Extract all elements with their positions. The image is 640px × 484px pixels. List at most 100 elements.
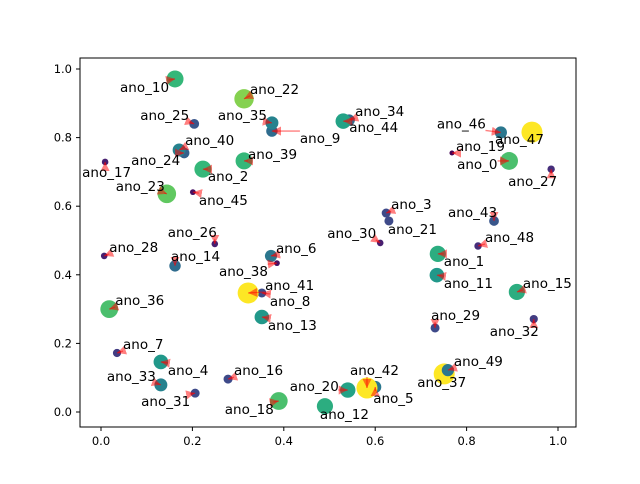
annotation-label: ano_14 — [171, 249, 220, 265]
annotation-label: ano_31 — [141, 394, 190, 410]
x-axis: 0.0 0.2 0.4 0.6 0.8 1.0 — [92, 427, 567, 448]
annotation-arrow — [270, 249, 281, 259]
scatter-point — [316, 398, 334, 415]
annotation-label: ano_47 — [495, 132, 544, 148]
annotation-label: ano_15 — [523, 276, 572, 292]
annotation-arrow — [477, 239, 489, 248]
annotation-arrow — [116, 345, 128, 355]
plot-frame — [79, 57, 577, 428]
x-tick-label: 0.0 — [92, 434, 110, 448]
scatter-point — [521, 121, 543, 143]
scatter-point — [384, 216, 394, 226]
annotation-label: ano_25 — [140, 108, 189, 124]
annotation-arrow — [516, 284, 527, 294]
annotation-label: ano_49 — [454, 354, 503, 370]
annotation-arrow — [436, 271, 447, 281]
annotation-arrow — [165, 75, 176, 85]
annotation-arrow — [150, 377, 162, 387]
y-tick-label: 0.2 — [54, 336, 72, 350]
annotation-label: ano_38 — [219, 264, 268, 280]
annotation-label: ano_6 — [276, 241, 316, 257]
annotation-label: ano_24 — [131, 153, 180, 169]
annotation-label: ano_37 — [417, 375, 466, 391]
annotation-arrow — [156, 186, 168, 195]
annotations-layer: ano_0 ano_1 ano_2 ano_3 ano_4 ano_5 ano_6 ano_7… — [82, 75, 572, 423]
annotation-label: ano_41 — [265, 278, 314, 294]
annotation-label: ano_27 — [508, 174, 557, 190]
annotation-label: ano_0 — [457, 157, 497, 173]
annotation-label: ano_46 — [437, 116, 486, 132]
annotation-label: ano_19 — [456, 139, 505, 155]
y-tick-label: 1.0 — [54, 62, 72, 76]
annotation-arrow — [109, 301, 120, 311]
x-tick-label: 0.2 — [183, 434, 201, 448]
annotation-label: ano_39 — [248, 147, 297, 163]
annotation-arrow — [185, 390, 196, 400]
scatter-point — [100, 252, 108, 260]
x-tick-label: 1.0 — [549, 434, 567, 448]
annotation-label: ano_21 — [388, 222, 437, 238]
annotation-label: ano_28 — [109, 240, 158, 256]
annotation-label: ano_5 — [373, 391, 413, 407]
annotation-label: ano_40 — [185, 133, 234, 149]
annotation-label: ano_44 — [349, 120, 398, 136]
annotation-arrow — [261, 313, 272, 323]
y-tick-label: 0.0 — [54, 405, 72, 419]
annotation-label: ano_36 — [115, 293, 164, 309]
annotation-arrow — [261, 289, 272, 299]
annotation-label: ano_33 — [107, 369, 156, 385]
annotation-arrow — [160, 358, 171, 368]
annotation-arrow — [262, 116, 273, 126]
annotation-label: ano_17 — [82, 165, 131, 181]
annotation-arrow — [248, 287, 266, 297]
annotation-arrow — [385, 205, 397, 214]
annotation-arrow — [184, 116, 195, 125]
annotation-label: ano_9 — [300, 131, 340, 147]
annotation-label: ano_16 — [234, 363, 283, 379]
annotation-arrow — [243, 90, 255, 100]
annotation-arrow — [192, 189, 203, 199]
annotation-label: ano_10 — [120, 80, 169, 96]
annotation-arrow — [268, 398, 279, 408]
annotation-label: ano_22 — [250, 82, 299, 98]
x-tick-label: 0.6 — [366, 434, 384, 448]
y-tick-label: 0.6 — [54, 199, 72, 213]
annotation-label: ano_45 — [199, 193, 248, 209]
annotation-label: ano_2 — [208, 169, 248, 185]
annotation-arrow — [370, 234, 381, 244]
annotation-label: ano_1 — [444, 254, 484, 270]
annotation-arrow — [227, 371, 239, 381]
annotation-label: ano_18 — [225, 402, 274, 418]
annotation-label: ano_23 — [116, 179, 165, 195]
annotation-arrow — [267, 259, 278, 269]
annotation-arrow — [447, 362, 458, 372]
annotation-label: ano_7 — [123, 337, 163, 353]
annotation-label: ano_4 — [168, 363, 208, 379]
annotation-label: ano_26 — [168, 225, 217, 241]
x-tick-label: 0.4 — [275, 434, 293, 448]
y-tick-label: 0.4 — [54, 268, 72, 282]
annotation-label: ano_8 — [270, 294, 310, 310]
annotation-label: ano_11 — [444, 276, 493, 292]
annotation-label: ano_34 — [355, 104, 404, 120]
scatter-point — [474, 242, 482, 250]
annotation-label: ano_12 — [320, 407, 369, 423]
annotation-label: ano_30 — [327, 226, 376, 242]
annotation-label: ano_29 — [431, 308, 480, 324]
annotation-label: ano_43 — [448, 205, 497, 221]
x-tick-label: 0.8 — [457, 434, 475, 448]
annotation-label: ano_20 — [290, 379, 339, 395]
annotation-arrow — [103, 248, 115, 257]
annotation-label: ano_42 — [350, 363, 399, 379]
annotation-label: ano_35 — [218, 108, 267, 124]
scatter-point — [237, 282, 259, 304]
annotation-label: ano_13 — [268, 318, 317, 334]
annotation-label: ano_32 — [490, 324, 539, 340]
annotation-arrow — [178, 141, 190, 151]
annotation-label: ano_3 — [391, 197, 431, 213]
annotation-arrow — [485, 126, 501, 136]
y-axis: 0.0 0.2 0.4 0.6 0.8 1.0 — [54, 62, 80, 419]
annotation-label: ano_48 — [485, 230, 534, 246]
y-tick-label: 0.8 — [54, 131, 72, 145]
